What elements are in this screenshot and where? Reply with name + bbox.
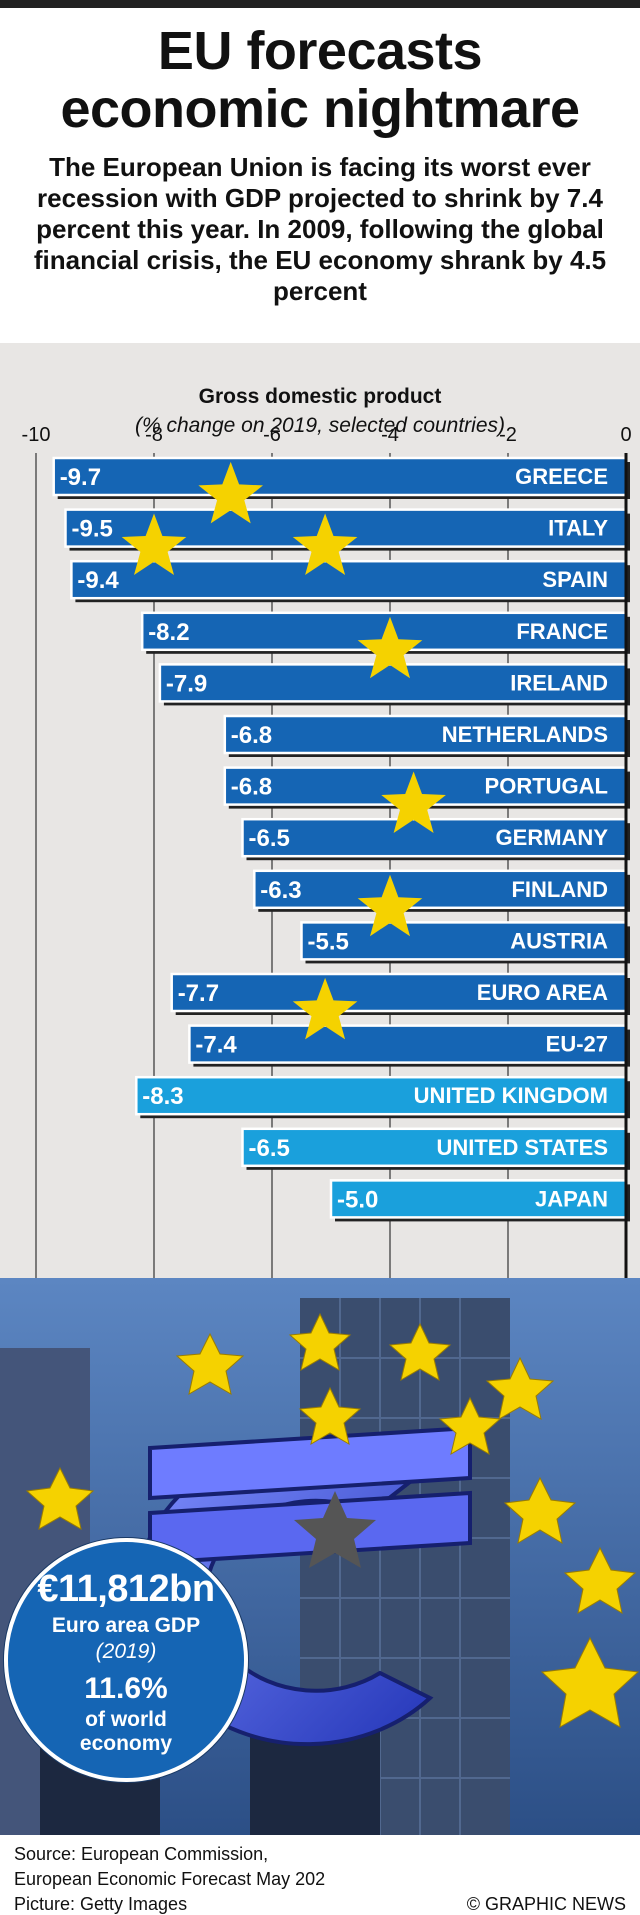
chart-title: Gross domestic product — [198, 385, 442, 408]
bar-category-label: UNITED STATES — [436, 1135, 608, 1160]
bar — [300, 921, 628, 961]
eu-star-icon — [381, 771, 446, 833]
footer — [0, 1835, 640, 1910]
bar-category-label: ITALY — [548, 516, 608, 541]
bar-value-label: -8.3 — [142, 1083, 183, 1110]
bar-category-label: GERMANY — [496, 825, 609, 850]
bar-category-label: FRANCE — [516, 619, 608, 644]
header — [0, 8, 640, 343]
bar-value-label: -6.3 — [260, 877, 301, 904]
x-tick-label: -8 — [145, 424, 163, 446]
bar-value-label: -5.0 — [337, 1186, 378, 1213]
page-subtitle: The European Union is facing its worst e… — [33, 152, 607, 306]
bar-category-label: AUSTRIA — [510, 928, 608, 953]
bar-category-label: IRELAND — [510, 670, 608, 695]
bar-value-label: -6.8 — [231, 722, 272, 749]
bar-category-label: JAPAN — [535, 1186, 608, 1211]
gdp-year: (2019) — [95, 1640, 157, 1663]
title-line-1: EU forecasts — [157, 21, 483, 81]
world-share-value: 11.6% — [84, 1672, 168, 1705]
bar-value-label: -9.7 — [60, 464, 101, 491]
eu-star-icon — [357, 874, 423, 937]
bar-value-label: -9.5 — [72, 516, 113, 543]
chart-subtitle: (% change on 2019, selected countries) — [134, 414, 506, 437]
bar-value-label: -7.9 — [166, 670, 207, 697]
bar-value-label: -6.5 — [249, 825, 290, 852]
bar-value-label: -7.7 — [178, 980, 219, 1007]
bar-category-label: NETHERLANDS — [442, 722, 608, 747]
eu-star-icon — [357, 616, 423, 679]
world-share-label-2: economy — [79, 1732, 173, 1755]
bar-category-label: PORTUGAL — [485, 774, 608, 799]
bar-category-label: GREECE — [515, 464, 608, 489]
bar-value-label: -6.8 — [231, 774, 272, 801]
bar — [188, 1024, 628, 1064]
x-tick-label: -6 — [263, 424, 281, 446]
bar-category-label: FINLAND — [511, 877, 608, 902]
eu-star-icon — [198, 461, 263, 524]
source-line-2: European Economic Forecast May 202 — [14, 1869, 326, 1889]
x-tick-label: 0 — [620, 424, 631, 446]
title-line-2: economic nightmare — [60, 79, 580, 139]
bar-value-label: -9.4 — [77, 567, 119, 594]
bar — [52, 456, 628, 497]
eu-star-icon — [292, 513, 358, 575]
eu-star-icon — [121, 513, 187, 575]
bar — [241, 817, 628, 858]
x-tick-label: -2 — [499, 424, 517, 446]
bar-category-label: SPAIN — [542, 567, 608, 592]
gdp-value: €11,812bn — [37, 1568, 215, 1610]
top-rule — [0, 0, 640, 8]
bar-value-label: -5.5 — [308, 928, 349, 955]
bar — [170, 972, 628, 1013]
bar-chart: -10 -8 -6 -4 -2 0 -9.7 GREECE -9.5 ITALY -9.4 SPAIN… — [22, 424, 632, 1278]
bar — [241, 1127, 628, 1168]
world-share-label-1: of world — [85, 1708, 167, 1731]
x-tick-label: -4 — [381, 424, 399, 446]
gdp-infobox: €11,812bn Euro area GDP (2019) 11.6% of … — [4, 1538, 248, 1782]
bar-category-label: EU-27 — [546, 1032, 608, 1057]
page-title: EU forecasts economic nightmare — [0, 22, 640, 138]
x-tick-label: -10 — [22, 424, 51, 446]
bar-value-label: -6.5 — [249, 1135, 290, 1162]
bar — [253, 869, 628, 910]
eu-star-icon — [292, 977, 358, 1040]
source-line-1: Source: European Commission, — [14, 1844, 269, 1864]
bar-value-label: -8.2 — [148, 619, 189, 646]
bar-category-label: EURO AREA — [477, 980, 608, 1005]
bar-value-label: -7.4 — [195, 1032, 237, 1059]
world-share-label: of world economy — [8, 1708, 244, 1756]
bar-category-label: UNITED KINGDOM — [414, 1083, 608, 1108]
gdp-label: Euro area GDP — [51, 1614, 201, 1637]
picture-credit: Picture: Getty Images — [14, 1894, 188, 1914]
copyright-credit: © GRAPHIC NEWS — [466, 1894, 626, 1914]
